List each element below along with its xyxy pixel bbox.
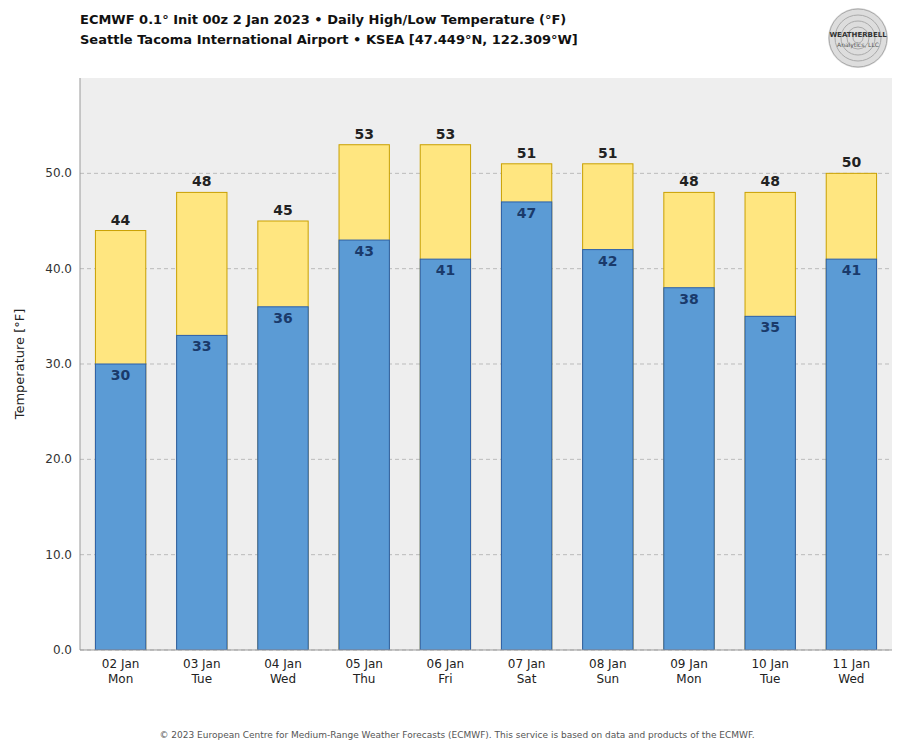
- x-tick-label-line: Tue: [191, 672, 213, 686]
- data-label: 44: [111, 212, 131, 228]
- bar: [826, 259, 876, 650]
- data-label: 53: [436, 126, 455, 142]
- data-label: 53: [354, 126, 373, 142]
- x-tick-label-line: Wed: [838, 672, 864, 686]
- x-tick-label-line: 05 Jan: [345, 657, 383, 671]
- data-label: 35: [760, 319, 779, 335]
- x-tick-label-line: Tue: [759, 672, 781, 686]
- logo-text: Analytics, LLC: [837, 41, 879, 49]
- bar: [339, 240, 389, 650]
- data-label: 48: [679, 173, 698, 189]
- bar: [664, 192, 714, 650]
- y-tick-label: 0.0: [53, 643, 72, 657]
- data-label: 45: [273, 202, 292, 218]
- bar: [177, 335, 227, 650]
- data-label: 30: [111, 367, 131, 383]
- x-tick-label-line: 10 Jan: [751, 657, 789, 671]
- data-label: 51: [598, 145, 617, 161]
- x-tick-label-line: 03 Jan: [183, 657, 221, 671]
- bar: [339, 145, 389, 650]
- bar: [501, 202, 551, 650]
- y-tick-label: 10.0: [45, 548, 72, 562]
- x-tick-label-line: 06 Jan: [427, 657, 465, 671]
- x-tick-label-line: 09 Jan: [670, 657, 708, 671]
- data-label: 41: [436, 262, 455, 278]
- background: [0, 0, 914, 750]
- bar: [501, 164, 551, 650]
- x-tick-label: 07 JanSat: [508, 657, 546, 686]
- x-tick-label-line: Sat: [517, 672, 537, 686]
- data-label: 42: [598, 253, 617, 269]
- x-tick-label: 06 JanFri: [427, 657, 465, 686]
- data-label: 33: [192, 338, 211, 354]
- x-tick-label: 10 JanTue: [751, 657, 789, 686]
- y-tick-label: 20.0: [45, 452, 72, 466]
- bar: [745, 316, 795, 650]
- plot-background: [80, 78, 892, 650]
- bar: [258, 307, 308, 650]
- y-tick-label: 30.0: [45, 357, 72, 371]
- x-tick-label-line: 11 Jan: [833, 657, 871, 671]
- subtitle: Seattle Tacoma International Airport • K…: [80, 32, 578, 47]
- x-axis: [80, 650, 892, 651]
- data-label: 47: [517, 205, 536, 221]
- x-tick-label-line: Thu: [352, 672, 376, 686]
- y-axis: [80, 78, 81, 650]
- data-label: 36: [273, 310, 292, 326]
- x-tick-label-line: 02 Jan: [102, 657, 140, 671]
- x-tick-label-line: 07 Jan: [508, 657, 546, 671]
- y-tick-label: 40.0: [45, 262, 72, 276]
- bars: [95, 145, 876, 650]
- y-axis-label: Temperature [°F]: [12, 309, 27, 421]
- x-tick-label: 09 JanMon: [670, 657, 708, 686]
- bar: [826, 173, 876, 650]
- data-label: 38: [679, 291, 698, 307]
- bar: [745, 192, 795, 650]
- bar: [420, 259, 470, 650]
- logo-text: WEATHERBELL: [829, 31, 887, 39]
- bar: [420, 145, 470, 650]
- bar: [583, 164, 633, 650]
- x-tick-label: 02 JanMon: [102, 657, 140, 686]
- x-tick-label-line: 08 Jan: [589, 657, 627, 671]
- bar: [664, 288, 714, 650]
- x-tick-label-line: Fri: [438, 672, 452, 686]
- data-label: 43: [354, 243, 373, 259]
- data-label: 50: [842, 154, 862, 170]
- y-tick-label: 50.0: [45, 166, 72, 180]
- logo-bg: [828, 8, 888, 68]
- data-label: 48: [192, 173, 211, 189]
- x-tick-label-line: Wed: [270, 672, 296, 686]
- x-tick-label-line: Mon: [676, 672, 701, 686]
- data-label: 48: [760, 173, 779, 189]
- footer: © 2023 European Centre for Medium-Range …: [159, 730, 754, 740]
- x-tick-label: 04 JanWed: [264, 657, 302, 686]
- x-tick-label-line: Sun: [596, 672, 619, 686]
- x-tick-label: 11 JanWed: [833, 657, 871, 686]
- x-tick-label-line: Mon: [108, 672, 133, 686]
- x-tick-label-line: 04 Jan: [264, 657, 302, 671]
- bar: [583, 250, 633, 650]
- x-tick-label: 08 JanSun: [589, 657, 627, 686]
- x-tick-label: 05 JanThu: [345, 657, 383, 686]
- bar: [258, 221, 308, 650]
- logo-ring: [829, 9, 887, 67]
- bar: [95, 364, 145, 650]
- data-label: 41: [842, 262, 861, 278]
- bar: [95, 231, 145, 650]
- data-label: 51: [517, 145, 536, 161]
- x-tick-label: 03 JanTue: [183, 657, 221, 686]
- bar: [177, 192, 227, 650]
- logo: WEATHERBELL Analytics, LLC: [828, 8, 888, 68]
- title: ECMWF 0.1° Init 00z 2 Jan 2023 • Daily H…: [80, 12, 566, 27]
- chart: ECMWF 0.1° Init 00z 2 Jan 2023 • Daily H…: [0, 0, 914, 750]
- grid-line: [80, 650, 892, 651]
